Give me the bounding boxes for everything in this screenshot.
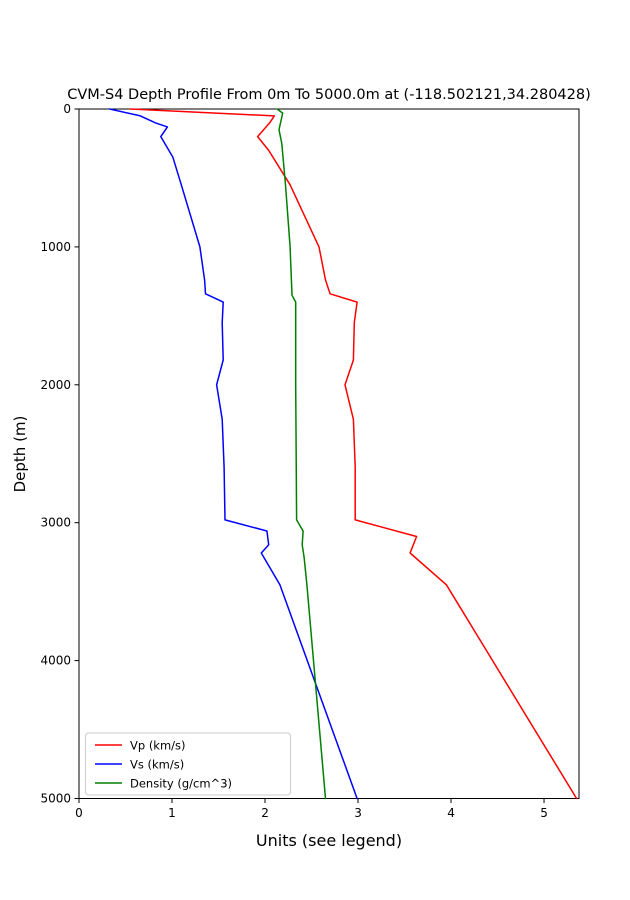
y-tick-label: 1000 [40,240,71,254]
plot-frame [78,108,580,799]
x-tick-label: 2 [261,806,269,820]
vs-line [108,108,358,800]
legend-box [85,732,291,796]
y-tick-label: 0 [63,102,71,116]
x-tick-label: 5 [540,806,548,820]
legend-label-vs: Vs (km/s) [130,758,184,772]
x-axis-label: Units (see legend) [256,831,402,850]
y-tick-label: 4000 [40,654,71,668]
y-tick-label: 2000 [40,378,71,392]
x-tick-label: 1 [168,806,176,820]
data-lines-layer [108,108,578,800]
y-axis-label: Depth (m) [11,416,29,493]
x-tick-label: 3 [354,806,362,820]
x-tick-label: 0 [75,806,83,820]
legend-label-density: Density (g/cm^3) [130,777,232,791]
x-tick-label: 4 [447,806,455,820]
legend: Vp (km/s) Vs (km/s) Density (g/cm^3) [85,732,291,796]
ticks-layer: 0 1 2 3 4 5 0 1000 2000 3000 4000 5000 [40,102,547,820]
legend-label-vp: Vp (km/s) [130,739,186,753]
y-tick-label: 3000 [40,516,71,530]
chart-title: CVM-S4 Depth Profile From 0m To 5000.0m … [67,87,591,103]
vp-line [129,108,578,800]
y-tick-label: 5000 [40,792,71,806]
density-line [276,108,327,800]
